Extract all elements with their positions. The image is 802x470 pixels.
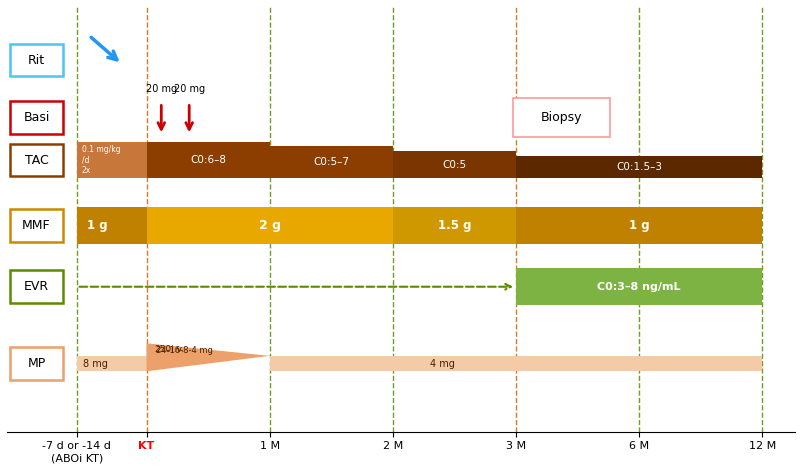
FancyBboxPatch shape [10,101,63,133]
Bar [77,356,147,371]
Text: MP: MP [27,357,46,370]
Text: EVR: EVR [24,280,49,293]
Bar [269,356,762,371]
FancyBboxPatch shape [10,270,63,303]
FancyBboxPatch shape [10,44,63,77]
FancyBboxPatch shape [10,347,63,380]
Bar [147,207,393,244]
Text: 20 mg: 20 mg [173,84,205,94]
Bar [77,142,147,179]
Text: 8 mg: 8 mg [83,359,108,368]
Bar [516,268,762,305]
Polygon shape [147,343,269,371]
Text: MMF: MMF [22,219,51,232]
Text: 0.1 mg/kg
/d
2x: 0.1 mg/kg /d 2x [82,145,120,175]
FancyBboxPatch shape [512,98,610,137]
Bar [269,146,393,179]
Bar [393,207,516,244]
Text: 1 g: 1 g [87,219,107,232]
Text: C0:1.5–3: C0:1.5–3 [616,163,662,172]
Text: 1 g: 1 g [629,219,650,232]
Bar [77,207,147,244]
Text: 20 mg: 20 mg [146,84,177,94]
Text: 1.5 g: 1.5 g [438,219,471,232]
Text: C0:5–7: C0:5–7 [314,157,349,167]
Text: Rit: Rit [28,54,45,67]
Text: TAC: TAC [25,154,48,166]
FancyBboxPatch shape [10,144,63,176]
Bar [516,157,762,179]
Text: 250i.v.: 250i.v. [155,345,184,354]
Bar [516,207,762,244]
Text: 24-16-8-4 mg: 24-16-8-4 mg [156,346,213,355]
Bar [393,150,516,179]
Text: C0:6–8: C0:6–8 [190,155,226,165]
FancyBboxPatch shape [10,209,63,242]
Text: C0:3–8 ng/mL: C0:3–8 ng/mL [597,282,681,292]
Text: 2 g: 2 g [259,219,281,232]
Text: Basi: Basi [23,111,50,124]
Text: C0:5: C0:5 [442,159,467,170]
Text: Biopsy: Biopsy [541,111,581,124]
Text: 4 mg: 4 mg [430,359,455,368]
Bar [147,142,269,179]
